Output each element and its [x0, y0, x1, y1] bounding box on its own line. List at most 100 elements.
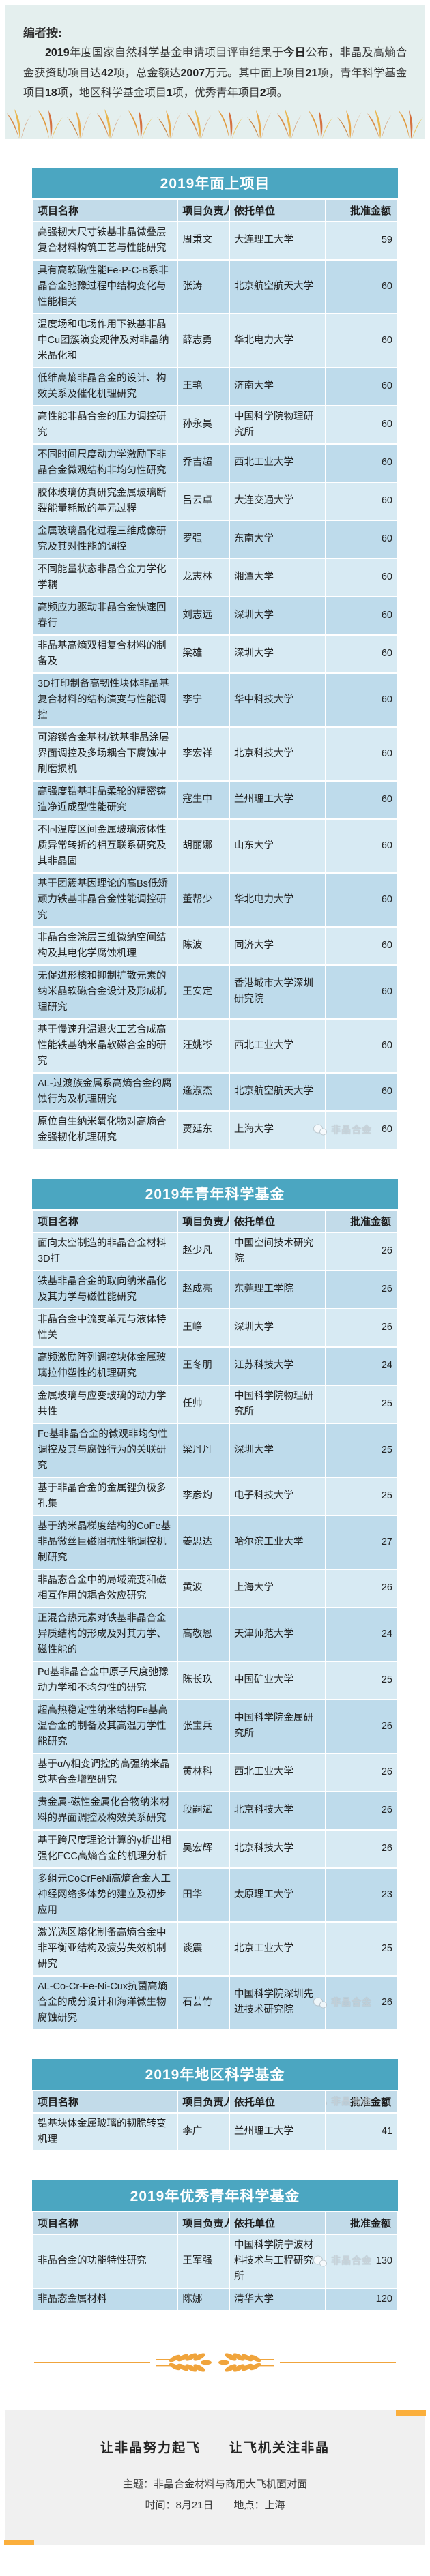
- institution-cell: 北京航空航天大学: [230, 260, 326, 313]
- table-row: 锆基块体金属玻璃的韧脆转变机理 李广 兰州理工大学 41: [33, 2113, 397, 2150]
- approved-amount-cell: 24: [326, 1608, 397, 1661]
- orange-corner-bottom-left: [4, 2539, 34, 2545]
- reeds-band-svg: [7, 108, 423, 139]
- project-leader-cell: 薛志勇: [178, 314, 229, 367]
- table-row: 可溶镁合金基材/铁基非晶涂层界面调控及多场耦合下腐蚀冲刷磨损机 李宏祥 北京科技大学…: [33, 727, 397, 780]
- approved-amount-cell: 120: [326, 2288, 397, 2310]
- project-leader-cell: 陈长玖: [178, 1661, 229, 1699]
- project-leader-cell: 王峥: [178, 1309, 229, 1346]
- approved-amount-cell: 60: [326, 927, 397, 964]
- watermark-label: 非晶合金: [331, 2255, 372, 2266]
- project-leader-cell: 吴宏辉: [178, 1830, 229, 1867]
- institution-cell: 同济大学: [230, 927, 326, 964]
- institution-cell: 济南大学: [230, 368, 326, 405]
- institution-cell: 深圳大学: [230, 1309, 326, 1346]
- approved-amount-cell: 60: [326, 444, 397, 482]
- project-name-cell: 高强度锆基非晶柔轮的精密铸造净近成型性能研究: [33, 781, 177, 818]
- approved-amount-cell: 60: [326, 1073, 397, 1110]
- project-name-cell: AL-Co-Cr-Fe-Ni-Cux抗菌高熵合金的成分设计和海洋微生物腐蚀研究: [33, 1976, 177, 2029]
- event-time-place: 时间：8月21日 地点：上海: [145, 2500, 285, 2512]
- table-row: 基于跨尺度理论计算的γ析出相强化FCC高熵合金的机理分析 吴宏辉 北京科技大学 26: [33, 1830, 397, 1867]
- project-name-cell: 原位自生纳米氧化物对高熵合金强韧化机理研究: [33, 1111, 177, 1149]
- project-leader-cell: 王军强: [178, 2234, 229, 2288]
- table-row: 非晶合金的功能特性研究 王军强 中国科学院宁波材料技术与工程研究所 130 非晶合金: [33, 2234, 397, 2288]
- approved-amount-cell: 60: [326, 520, 397, 558]
- table-row: 基于α/γ相变调控的高强纳米晶铁基合金增塑研究 黄林科 西北工业大学 26: [33, 1753, 397, 1791]
- project-name-cell: 具有高软磁性能Fe-P-C-B系非晶合金弛豫过程中结构变化与性能相关: [33, 260, 177, 313]
- project-name-cell: Pd基非晶合金中原子尺度弛豫动力学和不均匀性的研究: [33, 1661, 177, 1699]
- institution-cell: 天津师范大学: [230, 1608, 326, 1661]
- orange-corner-top-right: [396, 2410, 426, 2416]
- grant-data-table: 项目名称 项目负责人 依托单位 批准金额 非晶合金 锆基块体金属玻璃的韧脆转变机理 李广 兰州…: [32, 2089, 398, 2152]
- table-row: AL-过渡族金属系高熵合金的腐蚀行为及机理研究 逄淑杰 北京航空航天大学 60: [33, 1073, 397, 1110]
- institution-cell: 西北工业大学: [230, 1019, 326, 1072]
- project-name-cell: 高强韧大尺寸铁基非晶微叠层复合材料构筑工艺与性能研究: [33, 222, 177, 259]
- institution-cell: 中国科学院物理研究所: [230, 406, 326, 443]
- approved-amount-cell: 60: [326, 314, 397, 367]
- approved-amount-cell: 26: [326, 1753, 397, 1791]
- project-name-cell: 基于纳米晶梯度结构的CoFe基非晶微丝巨磁阻抗性能调控机制研究: [33, 1515, 177, 1569]
- grant-table-2: 2019年地区科学基金 项目名称 项目负责人 依托单位 批准金额 非晶合金 锆基块体金属玻璃…: [32, 2058, 398, 2152]
- project-name-cell: 激光选区熔化制备高熵合金中非平衡亚结构及疲劳失效机制研究: [33, 1922, 177, 1975]
- wheat-divider: [34, 2349, 396, 2380]
- project-leader-cell: 姜思达: [178, 1515, 229, 1569]
- approved-amount-cell: 60 非晶合金: [313, 1111, 397, 1149]
- grant-data-table: 项目名称 项目负责人 依托单位 批准金额 非晶合金的功能特性研究 王军强 中国科学院宁波材料…: [32, 2210, 398, 2311]
- project-name-cell: 多组元CoCrFeNi高熵合金人工神经网络多体势的建立及初步应用: [33, 1868, 177, 1921]
- project-leader-cell: 高敬恩: [178, 1608, 229, 1661]
- table-title: 2019年面上项目: [32, 167, 398, 198]
- grant-data-table: 项目名称 项目负责人 依托单位 批准金额 面向太空制造的非晶合金材料3D打 赵少凡 中国空间…: [32, 1209, 398, 2030]
- project-leader-cell: 陈娜: [178, 2288, 229, 2310]
- approved-amount-cell: 60: [326, 1019, 397, 1072]
- project-leader-cell: 梁丹丹: [178, 1423, 229, 1477]
- approved-amount-cell: 25: [326, 1385, 397, 1423]
- institution-cell: 兰州理工大学: [230, 2113, 326, 2150]
- approved-amount-cell: 60: [326, 406, 397, 443]
- editor-note: 编者按: 2019年度国家自然科学基金申请项目评审结果于今日公布，非晶及高熵合金…: [5, 5, 425, 139]
- institution-cell: 湘潭大学: [230, 559, 326, 596]
- column-header: 项目负责人: [178, 199, 229, 221]
- project-leader-cell: 贾延东: [178, 1111, 229, 1149]
- table-row: AL-Co-Cr-Fe-Ni-Cux抗菌高熵合金的成分设计和海洋微生物腐蚀研究石…: [33, 1976, 397, 2029]
- column-header: 批准金额: [326, 199, 397, 221]
- project-name-cell: 3D打印制备高韧性块体非晶基复合材料的结构演变与性能调控: [33, 673, 177, 726]
- table-row: 非晶基高熵双相复合材料的制备及 梁雄 深圳大学 60: [33, 635, 397, 672]
- table-title: 2019年青年科学基金: [32, 1178, 398, 1209]
- approved-amount-cell: 26: [326, 1830, 397, 1867]
- project-name-cell: 非晶合金的功能特性研究: [33, 2234, 177, 2288]
- event-slogan: 让非晶努力起飞 让飞机关注非晶: [100, 2440, 330, 2455]
- project-leader-cell: 王冬朋: [178, 1347, 229, 1385]
- wechat-bubbles-icon: [326, 2096, 328, 2107]
- table-row: 超高热稳定性纳米结构Fe基高温合金的制备及其高温力学性能研究 张宝兵 中国科学院金属…: [33, 1700, 397, 1753]
- table-row: 高强韧大尺寸铁基非晶微叠层复合材料构筑工艺与性能研究 周秉文 大连理工大学 59: [33, 222, 397, 259]
- institution-cell: 上海大学: [230, 1111, 326, 1149]
- institution-cell: 华北电力大学: [230, 873, 326, 926]
- project-leader-cell: 李宁: [178, 673, 229, 726]
- project-name-cell: 非晶合金中流变单元与液体特性关: [33, 1309, 177, 1346]
- table-row: 具有高软磁性能Fe-P-C-B系非晶合金弛豫过程中结构变化与性能相关 张涛 北京航空…: [33, 260, 397, 313]
- project-leader-cell: 李宏祥: [178, 727, 229, 780]
- project-name-cell: 无促进形核和抑制扩散元素的纳米晶软磁合金设计及形成机理研究: [33, 965, 177, 1018]
- table-row: 不同温度区间金属玻璃液体性质异常转折的相互联系研究及其非晶固 胡丽娜 山东大学 60: [33, 819, 397, 872]
- project-name-cell: 高频应力驱动非晶合金快速回春行: [33, 597, 177, 634]
- project-leader-cell: 黄林科: [178, 1753, 229, 1791]
- approved-amount-cell: 60: [326, 727, 397, 780]
- table-row: 面向太空制造的非晶合金材料3D打 赵少凡 中国空间技术研究院 26: [33, 1232, 397, 1270]
- approved-amount-cell: 41: [326, 2113, 397, 2150]
- project-leader-cell: 王艳: [178, 368, 229, 405]
- approved-amount-cell: 26 非晶合金: [313, 1976, 397, 2029]
- project-name-cell: AL-过渡族金属系高熵合金的腐蚀行为及机理研究: [33, 1073, 177, 1110]
- project-leader-cell: 汪姚岑: [178, 1019, 229, 1072]
- approved-amount-cell: 60: [326, 368, 397, 405]
- project-leader-cell: 乔吉超: [178, 444, 229, 482]
- approved-amount-cell: 25: [326, 1477, 397, 1515]
- project-leader-cell: 张宝兵: [178, 1700, 229, 1753]
- column-header: 依托单位: [230, 2090, 326, 2112]
- table-row: 温度场和电场作用下铁基非晶中Cu团簇演变规律及对非晶纳米晶化和 薛志勇 华北电力大学…: [33, 314, 397, 367]
- wheat-divider-svg: [34, 2353, 396, 2372]
- project-name-cell: 正混合热元素对铁基非晶合金异质结构的形成及对其力学、磁性能的: [33, 1608, 177, 1661]
- project-name-cell: 基于团簇基因理论的高Bs低矫顽力铁基非晶合金性能调控研究: [33, 873, 177, 926]
- approved-amount-cell: 26: [326, 1700, 397, 1753]
- project-leader-cell: 罗强: [178, 520, 229, 558]
- table-row: 非晶合金涂层三维微纳空间结构及其电化学腐蚀机理 陈波 同济大学 60: [33, 927, 397, 964]
